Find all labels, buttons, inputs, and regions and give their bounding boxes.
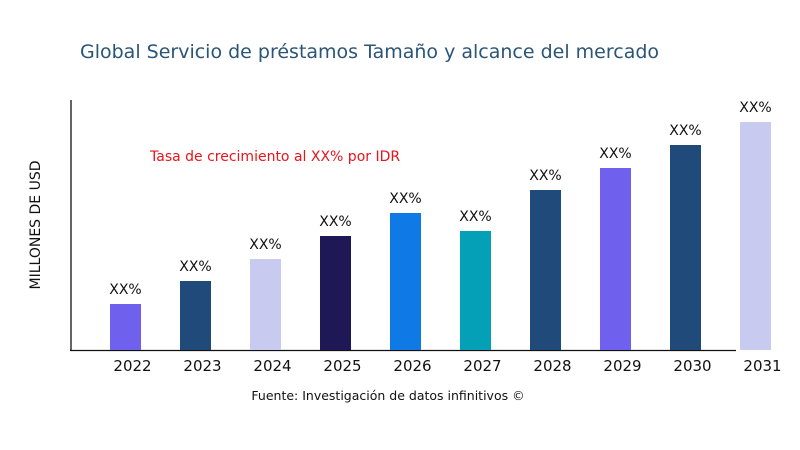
- bar-2022: [110, 304, 141, 350]
- x-tick-2025: 2025: [323, 357, 361, 375]
- x-tick-2031: 2031: [743, 357, 781, 375]
- bars-group: XX% 2022 XX% 2023 XX% 2024 XX% 2025 XX% 2026 XX% 20…: [109, 100, 781, 375]
- x-tick-2027: 2027: [463, 357, 501, 375]
- x-tick-2028: 2028: [533, 357, 571, 375]
- x-tick-2024: 2024: [253, 357, 291, 375]
- data-label-2025: XX%: [319, 214, 351, 230]
- data-label-2031: XX%: [739, 100, 771, 116]
- x-tick-2022: 2022: [113, 357, 151, 375]
- data-label-2022: XX%: [109, 282, 141, 298]
- bar-2026: [390, 213, 421, 350]
- data-label-2024: XX%: [249, 237, 281, 253]
- x-tick-2030: 2030: [673, 357, 711, 375]
- source-note: Fuente: Investigación de datos infinitiv…: [251, 388, 524, 403]
- bar-2031: [740, 122, 771, 350]
- data-label-2030: XX%: [669, 123, 701, 139]
- y-axis-label: MILLONES DE USD: [28, 161, 44, 290]
- data-label-2023: XX%: [179, 259, 211, 275]
- data-label-2029: XX%: [599, 146, 631, 162]
- chart-title: Global Servicio de préstamos Tamaño y al…: [80, 41, 659, 63]
- growth-rate-annotation: Tasa de crecimiento al XX% por IDR: [149, 149, 400, 165]
- bar-2029: [600, 168, 631, 350]
- data-label-2027: XX%: [459, 209, 491, 225]
- bar-2027: [460, 231, 491, 350]
- bar-2025: [320, 236, 351, 350]
- bar-2024: [250, 259, 281, 350]
- bar-2028: [530, 190, 561, 350]
- x-tick-2026: 2026: [393, 357, 431, 375]
- x-tick-2029: 2029: [603, 357, 641, 375]
- data-label-2028: XX%: [529, 168, 561, 184]
- x-tick-2023: 2023: [183, 357, 221, 375]
- bar-2023: [180, 281, 211, 350]
- data-label-2026: XX%: [389, 191, 421, 207]
- bar-2030: [670, 145, 701, 350]
